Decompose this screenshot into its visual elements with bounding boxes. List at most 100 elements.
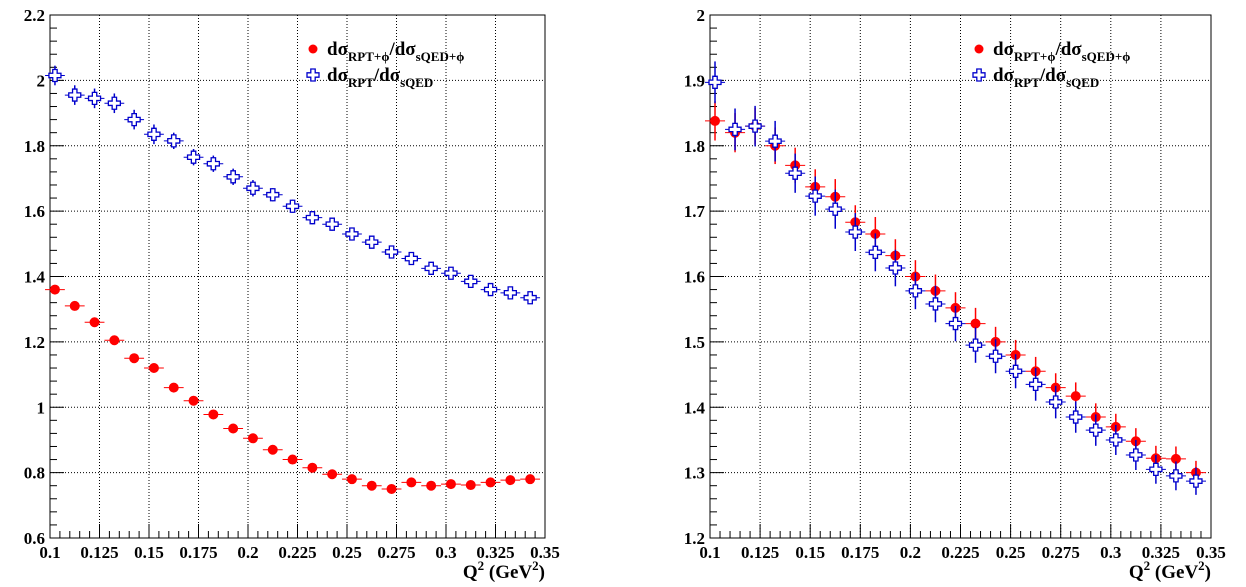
data-point xyxy=(401,251,422,266)
x-tick-label: 0.1 xyxy=(39,543,60,562)
data-point xyxy=(104,93,125,114)
data-point xyxy=(520,291,541,305)
data-point xyxy=(460,480,481,491)
marker-open-cross xyxy=(266,188,280,202)
marker-open-cross xyxy=(127,112,141,127)
marker-filled-circle xyxy=(49,284,60,295)
grid xyxy=(50,15,545,538)
data-point xyxy=(381,245,402,259)
data-point xyxy=(124,353,145,364)
legend-label: dσRPT/dσsQED xyxy=(327,65,433,90)
marker-filled-circle xyxy=(346,474,357,485)
data-point xyxy=(785,153,806,193)
marker-open-cross xyxy=(1049,395,1063,409)
marker-open-cross xyxy=(848,225,862,239)
legend-label: dσRPT+ϕ/dσsQED+ϕ xyxy=(993,39,1130,64)
data-point xyxy=(124,109,145,130)
marker-open-cross xyxy=(908,284,923,298)
marker-open-cross xyxy=(988,349,1003,363)
marker-open-cross xyxy=(748,119,762,133)
marker-open-cross xyxy=(147,127,161,141)
data-point xyxy=(342,227,362,241)
marker-open-cross xyxy=(828,202,842,216)
y-tick-label: 1.6 xyxy=(24,202,45,221)
data-point xyxy=(441,479,461,490)
data-point xyxy=(282,199,303,213)
data-point xyxy=(282,454,303,465)
marker-open-cross xyxy=(708,75,722,89)
legend-label: dσRPT+ϕ/dσsQED+ϕ xyxy=(327,39,464,64)
data-point xyxy=(480,477,501,488)
marker-open-cross xyxy=(503,286,517,300)
grid xyxy=(710,15,1211,538)
series-2 xyxy=(45,65,541,305)
data-point xyxy=(64,85,85,105)
marker-open-cross xyxy=(325,217,339,231)
marker-filled-circle xyxy=(445,479,456,490)
data-point xyxy=(104,335,125,346)
data-point xyxy=(1145,454,1166,484)
x-tick-label: 0.225 xyxy=(941,543,979,562)
marker-open-cross xyxy=(464,274,478,289)
data-point xyxy=(421,261,442,275)
marker-open-cross xyxy=(424,261,438,275)
chart-panel-2: 0.1 0.125 0.15 0.175 0.2 0.225 0.25 0.275 0.3 0.3… xyxy=(684,6,1226,583)
marker-filled-circle xyxy=(386,483,397,494)
marker-open-cross xyxy=(768,134,782,148)
marker-open-cross xyxy=(87,91,102,106)
marker-filled-circle xyxy=(525,474,536,485)
marker-open-cross xyxy=(1029,377,1043,392)
marker-filled-circle xyxy=(188,395,199,406)
x-tick-label: 0.275 xyxy=(1042,543,1080,562)
data-point xyxy=(1105,424,1126,455)
data-point xyxy=(381,483,402,494)
data-point xyxy=(945,305,966,342)
marker-open-cross xyxy=(1109,433,1123,447)
data-point xyxy=(441,266,461,280)
data-point xyxy=(144,363,164,374)
marker-open-cross xyxy=(1129,448,1143,462)
y-tick-label: 0.6 xyxy=(24,529,45,548)
data-point xyxy=(183,149,204,166)
axis-ticks xyxy=(49,14,546,539)
x-tick-label: 0.125 xyxy=(80,543,118,562)
data-point xyxy=(905,272,926,310)
marker-open-cross xyxy=(808,189,822,203)
data-point xyxy=(965,327,986,363)
data-point xyxy=(825,189,846,229)
marker-filled-circle xyxy=(465,480,476,491)
marker-open-cross xyxy=(523,291,537,305)
x-tick-label: 0.35 xyxy=(1196,543,1226,562)
marker-filled-circle xyxy=(89,317,100,328)
marker-open-cross xyxy=(888,261,903,275)
data-point xyxy=(765,120,786,162)
data-point xyxy=(361,480,382,491)
marker-open-cross xyxy=(246,181,260,195)
marker-filled-circle xyxy=(168,382,179,393)
legend-entry-2: dσRPT/dσsQED xyxy=(972,65,1099,90)
y-tick-label: 1.4 xyxy=(24,268,46,287)
data-point xyxy=(262,444,283,455)
marker-open-cross xyxy=(345,227,359,241)
x-axis-title: Q2 (GeV2) xyxy=(1129,558,1211,582)
data-point xyxy=(925,285,946,323)
x-tick-label: 0.25 xyxy=(332,543,362,562)
axis-ticks xyxy=(709,14,1212,539)
data-point xyxy=(460,274,481,289)
series-1 xyxy=(45,284,541,494)
marker-filled-circle xyxy=(148,363,159,374)
y-tick-label: 1.2 xyxy=(684,529,705,548)
marker-open-cross xyxy=(1008,364,1023,378)
data-point xyxy=(223,168,244,185)
y-tick-label: 2.2 xyxy=(24,6,45,25)
marker-open-cross xyxy=(1149,462,1163,477)
data-point xyxy=(725,108,746,151)
data-point xyxy=(745,105,766,147)
data-point xyxy=(1045,385,1066,419)
series-2 xyxy=(704,61,1206,495)
y-tick-label: 1 xyxy=(37,398,46,417)
data-point xyxy=(361,235,382,249)
marker-open-cross xyxy=(167,134,181,148)
